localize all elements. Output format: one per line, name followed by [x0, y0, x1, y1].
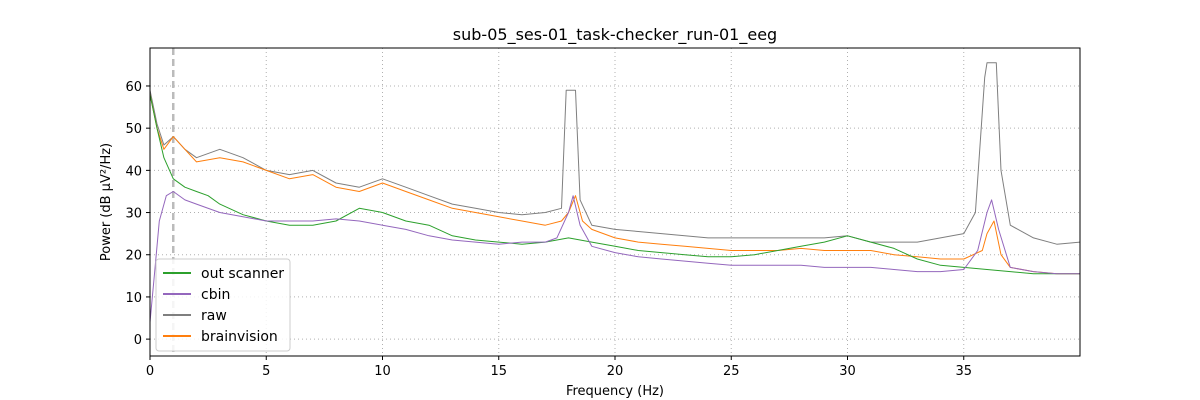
y-tick-label: 60 — [125, 80, 142, 95]
legend-label: cbin — [201, 287, 230, 303]
y-tick-label: 10 — [125, 291, 142, 306]
x-tick-label: 25 — [723, 364, 740, 379]
legend-label: raw — [201, 308, 227, 324]
y-tick-label: 0 — [134, 333, 142, 348]
x-axis-label: Frequency (Hz) — [566, 384, 664, 399]
chart-title: sub-05_ses-01_task-checker_run-01_eeg — [453, 25, 777, 45]
x-tick-label: 5 — [262, 364, 270, 379]
legend-items: out scanner cbin raw brainvision — [163, 266, 284, 345]
x-tick-label: 20 — [607, 364, 624, 379]
series-line-out-scanner — [149, 94, 1080, 275]
series-line-raw — [149, 62, 1081, 245]
legend-box — [155, 258, 291, 352]
x-tick-label: 0 — [146, 364, 154, 379]
x-tick-label: 35 — [955, 364, 972, 379]
legend-label: out scanner — [201, 266, 284, 282]
x-tick-label: 15 — [490, 364, 507, 379]
series-line-brainvision — [149, 94, 1080, 275]
y-tick-label: 30 — [125, 207, 142, 222]
series-line-cbin — [149, 191, 1080, 323]
y-axis-label: Power (dB µV²/Hz) — [99, 143, 114, 261]
legend: out scanner cbin raw brainvision — [155, 258, 291, 352]
x-axis-ticks: 0 5 10 15 20 25 30 35 — [146, 356, 972, 379]
y-axis-ticks: 0 10 20 30 40 50 60 — [125, 80, 150, 348]
series-lines — [149, 62, 1081, 323]
x-tick-label: 30 — [839, 364, 856, 379]
grid-lines — [149, 48, 1080, 356]
y-tick-label: 50 — [125, 122, 142, 137]
x-tick-label: 10 — [374, 364, 391, 379]
legend-label: brainvision — [201, 329, 278, 345]
y-tick-label: 20 — [125, 249, 142, 264]
y-tick-label: 40 — [125, 164, 142, 179]
